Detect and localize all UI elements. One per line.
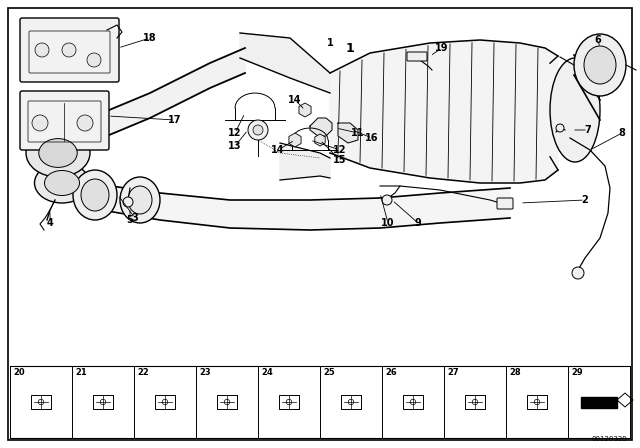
Text: 19: 19 bbox=[435, 43, 449, 53]
FancyBboxPatch shape bbox=[20, 91, 109, 150]
Polygon shape bbox=[338, 123, 358, 143]
Text: 4: 4 bbox=[47, 218, 53, 228]
Polygon shape bbox=[330, 40, 558, 183]
Polygon shape bbox=[310, 118, 332, 136]
Text: 12: 12 bbox=[228, 128, 242, 138]
Text: 00120329: 00120329 bbox=[591, 436, 627, 442]
Text: 2: 2 bbox=[582, 195, 588, 205]
Text: 9: 9 bbox=[415, 218, 421, 228]
Circle shape bbox=[253, 125, 263, 135]
Text: 5: 5 bbox=[127, 215, 133, 225]
Circle shape bbox=[123, 197, 133, 207]
Text: 1: 1 bbox=[326, 38, 333, 48]
Ellipse shape bbox=[550, 58, 600, 162]
Circle shape bbox=[87, 53, 101, 67]
Circle shape bbox=[556, 124, 564, 132]
Text: 16: 16 bbox=[365, 133, 379, 143]
FancyBboxPatch shape bbox=[497, 198, 513, 209]
Ellipse shape bbox=[584, 46, 616, 84]
Ellipse shape bbox=[26, 129, 90, 177]
Text: 11: 11 bbox=[351, 128, 365, 138]
Ellipse shape bbox=[120, 177, 160, 223]
Text: 25: 25 bbox=[323, 368, 335, 377]
Text: 17: 17 bbox=[168, 115, 182, 125]
Polygon shape bbox=[90, 183, 510, 230]
Circle shape bbox=[32, 115, 48, 131]
Text: 14: 14 bbox=[288, 95, 301, 105]
Circle shape bbox=[62, 43, 76, 57]
Text: 26: 26 bbox=[385, 368, 397, 377]
Circle shape bbox=[248, 120, 268, 140]
Polygon shape bbox=[240, 33, 330, 93]
Text: 27: 27 bbox=[447, 368, 459, 377]
Text: 14: 14 bbox=[271, 145, 285, 155]
Ellipse shape bbox=[39, 138, 77, 168]
Text: 18: 18 bbox=[143, 33, 157, 43]
Text: 3: 3 bbox=[132, 213, 138, 223]
Circle shape bbox=[35, 43, 49, 57]
Bar bbox=[581, 397, 617, 408]
Circle shape bbox=[572, 267, 584, 279]
Text: 22: 22 bbox=[137, 368, 148, 377]
Polygon shape bbox=[45, 48, 245, 158]
FancyBboxPatch shape bbox=[407, 52, 427, 61]
Text: 7: 7 bbox=[584, 125, 591, 135]
Polygon shape bbox=[280, 143, 330, 180]
Text: 13: 13 bbox=[228, 141, 242, 151]
Text: 20: 20 bbox=[13, 368, 24, 377]
Text: 1: 1 bbox=[346, 42, 355, 55]
Text: 24: 24 bbox=[261, 368, 273, 377]
Text: 28: 28 bbox=[509, 368, 520, 377]
Ellipse shape bbox=[35, 163, 90, 203]
Ellipse shape bbox=[45, 171, 79, 195]
Circle shape bbox=[77, 115, 93, 131]
Text: 12: 12 bbox=[333, 145, 347, 155]
Text: 29: 29 bbox=[571, 368, 582, 377]
Circle shape bbox=[382, 195, 392, 205]
Text: 6: 6 bbox=[595, 35, 602, 45]
Text: 23: 23 bbox=[199, 368, 211, 377]
FancyBboxPatch shape bbox=[20, 18, 119, 82]
Text: 21: 21 bbox=[75, 368, 87, 377]
Ellipse shape bbox=[81, 179, 109, 211]
Text: 15: 15 bbox=[333, 155, 347, 165]
Text: 8: 8 bbox=[619, 128, 625, 138]
Ellipse shape bbox=[73, 170, 117, 220]
Text: 10: 10 bbox=[381, 218, 395, 228]
Ellipse shape bbox=[574, 34, 626, 96]
Ellipse shape bbox=[128, 186, 152, 214]
